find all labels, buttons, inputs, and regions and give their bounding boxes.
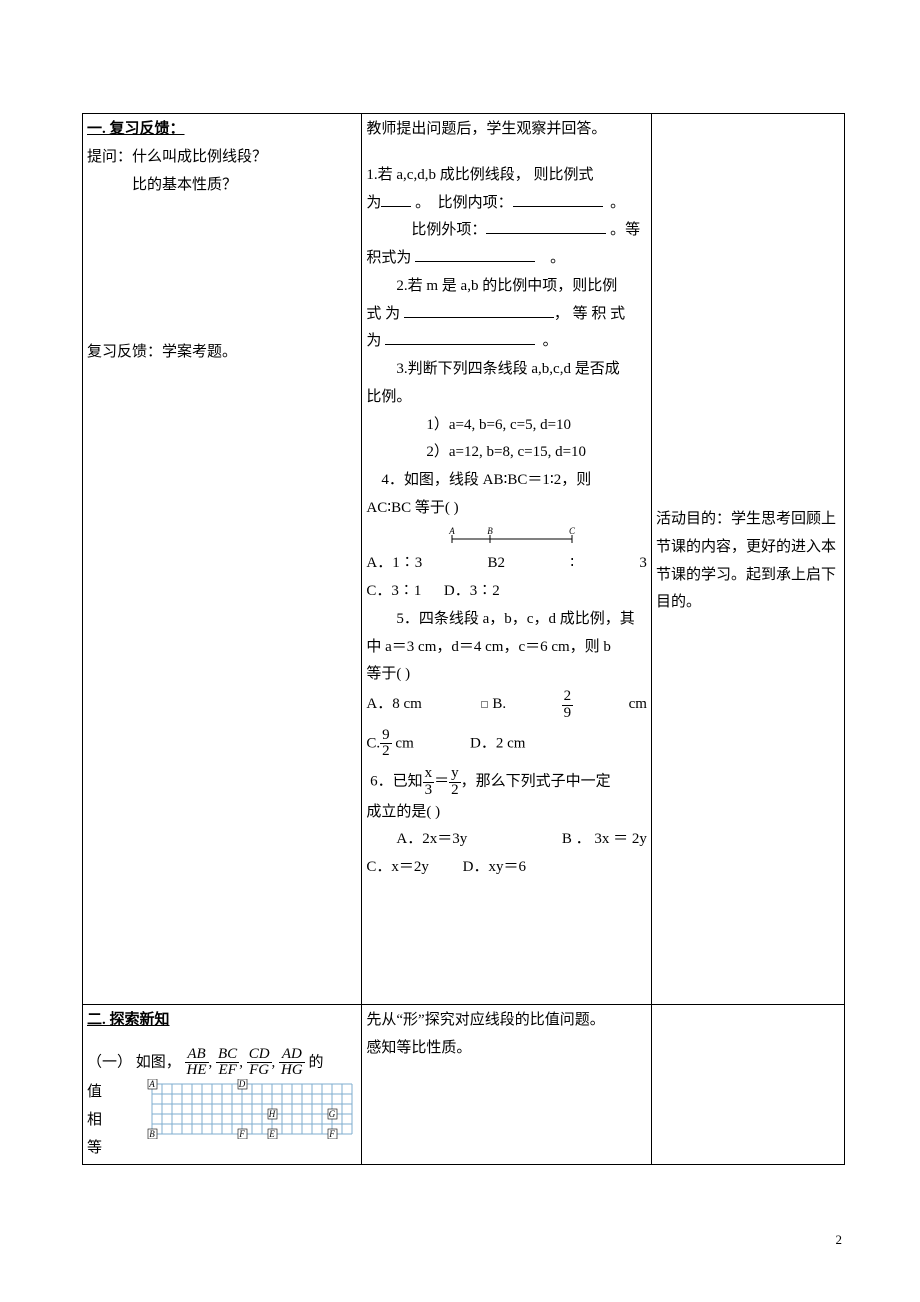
q4-row1: A．1∶3 B2 ∶ 3 (366, 550, 647, 578)
section2-title: 二. 探索新知 (87, 1007, 357, 1035)
table-row: 二. 探索新知 （一） 如图， ABHE, BCEF, CDFG, ADHG 的… (83, 1004, 845, 1165)
lesson-plan-table: 一. 复习反馈： 提问：什么叫成比例线段？ 比的基本性质？ 复习反馈：学案考题。… (82, 113, 845, 1165)
table-row: 一. 复习反馈： 提问：什么叫成比例线段？ 比的基本性质？ 复习反馈：学案考题。… (83, 114, 845, 1005)
svg-text:B: B (487, 527, 493, 536)
q4-line1: 4．如图，线段 AB∶BC＝1∶2，则 (366, 467, 647, 495)
svg-text:E: E (269, 1129, 276, 1139)
teacher-intro: 教师提出问题后，学生观察并回答。 (366, 116, 647, 144)
s2-desc-2: 感知等比性质。 (366, 1035, 647, 1063)
q1-line3: 比例外项： 。等 (366, 217, 647, 245)
svg-text:D: D (238, 1079, 246, 1089)
section1-title: 一. 复习反馈： (87, 116, 357, 144)
svg-text:C: C (569, 527, 576, 536)
cell-right-2 (651, 1004, 844, 1165)
svg-text:A: A (448, 527, 455, 536)
q6-row1: A．2x＝3y B ． 3x ＝ 2y (366, 826, 647, 854)
q6-row2: C．x＝2y D．xy＝6 (366, 854, 647, 882)
question-prompt-1: 提问：什么叫成比例线段？ (87, 144, 357, 172)
s2-cont: 值 相 等 ADHGBFEF (87, 1079, 357, 1162)
q4-row2: C．3∶1 D．3∶2 (366, 578, 647, 606)
q2-line3: 为 。 (366, 328, 647, 356)
q1-line2: 为 。 比例内项：。 比例内项： 。 (366, 190, 647, 218)
s2-desc-1: 先从“形”探究对应线段的比值问题。 (366, 1007, 647, 1035)
grid-figure: A D H G B F E F (147, 1079, 357, 1162)
q3-line1: 3.判断下列四条线段 a,b,c,d 是否成 (366, 356, 647, 384)
q5-line2: 中 a＝3 cm，d＝4 cm，c＝6 cm，则 b (366, 634, 647, 662)
review-note: 复习反馈：学案考题。 (87, 339, 357, 367)
cell-right-1: 活动目的：学生思考回顾上节课的内容，更好的进入本节课的学习。起到承上启下目的。 (651, 114, 844, 1005)
svg-text:F: F (239, 1129, 246, 1139)
question-prompt-2: 比的基本性质？ (87, 172, 357, 200)
cell-left-1: 一. 复习反馈： 提问：什么叫成比例线段？ 比的基本性质？ 复习反馈：学案考题。 (83, 114, 362, 1005)
svg-text:A: A (149, 1079, 156, 1089)
section2-ratio-line: （一） 如图， ABHE, BCEF, CDFG, ADHG 的 (87, 1047, 357, 1080)
q5-row2: C.92 cm D．2 cm (366, 728, 647, 761)
svg-text:B: B (150, 1129, 156, 1139)
svg-text:F: F (329, 1129, 336, 1139)
q6-line1: 6．已知x3＝y2，那么下列式子中一定 (366, 766, 647, 799)
cell-mid-1: 教师提出问题后，学生观察并回答。 1.若 a,c,d,b 成比例线段， 则比例式… (362, 114, 652, 1005)
q5-line1: 5．四条线段 a，b，c，d 成比例，其 (366, 606, 647, 634)
q1-line4: 积式为 。 (366, 245, 647, 273)
q3-line2: 比例。 (366, 384, 647, 412)
q1-line1: 1.若 a,c,d,b 成比例线段， 则比例式 (366, 162, 647, 190)
activity-purpose: 活动目的：学生思考回顾上节课的内容，更好的进入本节课的学习。起到承上启下目的。 (656, 506, 840, 617)
cell-mid-2: 先从“形”探究对应线段的比值问题。 感知等比性质。 (362, 1004, 652, 1165)
q2-line2: 式 为 ， 等 积 式 (366, 301, 647, 329)
q5-row1: A．8 cm B. 29 cm (366, 689, 647, 722)
svg-text:G: G (329, 1109, 336, 1119)
q6-line2: 成立的是( ) (366, 799, 647, 827)
q4-diagram: A B C (366, 523, 647, 551)
q2-line1: 2.若 m 是 a,b 的比例中项，则比例 (366, 273, 647, 301)
q3-opt2: 2）a=12, b=8, c=15, d=10 (366, 439, 647, 467)
q4-line2: AC∶BC 等于( ) (366, 495, 647, 523)
page-number: 2 (836, 1228, 843, 1252)
q3-opt1: 1）a=4, b=6, c=5, d=10 (366, 412, 647, 440)
q5-line3: 等于( ) (366, 661, 647, 689)
svg-text:H: H (268, 1109, 276, 1119)
cell-left-2: 二. 探索新知 （一） 如图， ABHE, BCEF, CDFG, ADHG 的… (83, 1004, 362, 1165)
